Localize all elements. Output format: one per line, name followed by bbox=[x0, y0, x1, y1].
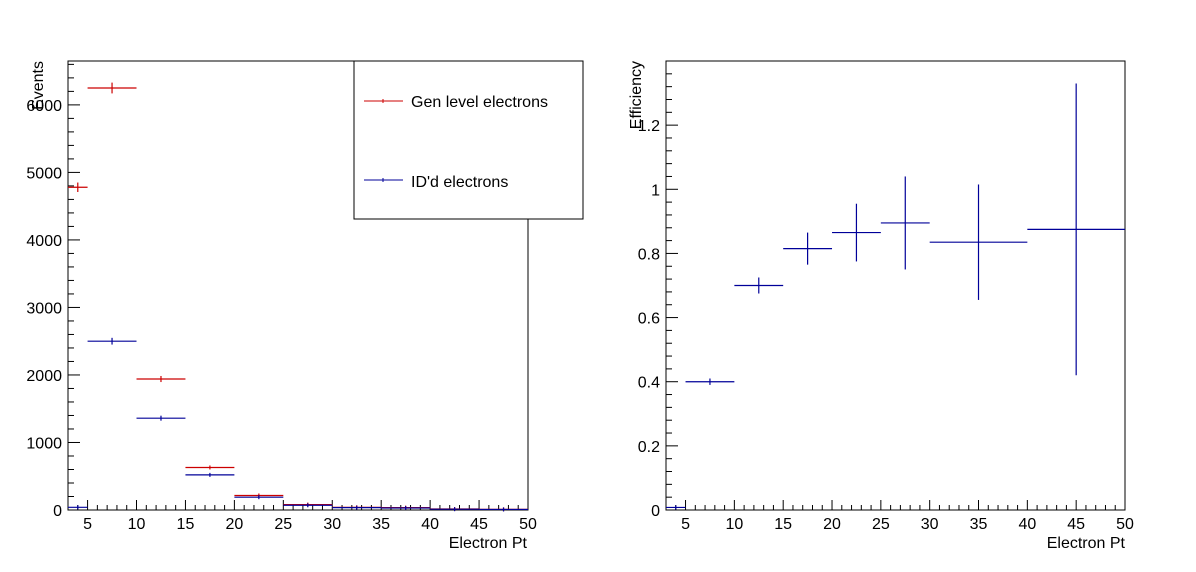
events-bin-gen-level-electrons bbox=[185, 465, 235, 470]
events-x-tick-label: 50 bbox=[519, 516, 537, 533]
efficiency-y-tick-label: 0.6 bbox=[638, 311, 660, 328]
legend-box bbox=[353, 60, 584, 220]
events-y-tick-label: 6000 bbox=[26, 98, 62, 115]
events-bin-id-d-electrons bbox=[332, 505, 382, 510]
efficiency-axis-ticks: 5 10 15 20 25 30 35 40 45 50 0 0.2 0.4 0.6 0.8 1 1.2 bbox=[638, 60, 1134, 533]
events-bin-gen-level-electrons bbox=[68, 182, 88, 192]
efficiency-x-tick-label: 40 bbox=[1018, 516, 1036, 533]
events-bin-id-d-electrons bbox=[381, 505, 431, 510]
efficiency-plot-frame bbox=[665, 60, 1126, 511]
efficiency-x-tick-label: 50 bbox=[1116, 516, 1134, 533]
legend-idd-label: ID'd electrons bbox=[411, 174, 508, 191]
events-bin-id-d-electrons bbox=[68, 505, 88, 510]
efficiency-x-tick-label: 10 bbox=[725, 516, 743, 533]
efficiency-x-tick-label: 25 bbox=[872, 516, 890, 533]
events-bin-id-d-electrons bbox=[234, 495, 284, 500]
events-chart: 5 10 15 20 25 30 35 40 45 50 0 1000 2000 3000 4000 5000… bbox=[26, 60, 584, 552]
efficiency-x-axis-label: Electron Pt bbox=[1047, 535, 1126, 552]
events-x-tick-label: 5 bbox=[83, 516, 92, 533]
events-x-axis-label: Electron Pt bbox=[449, 535, 528, 552]
events-x-tick-label: 35 bbox=[372, 516, 390, 533]
efficiency-x-tick-label: 20 bbox=[823, 516, 841, 533]
events-bin-gen-level-electrons bbox=[87, 82, 137, 94]
legend: Gen level electrons ID'd electrons bbox=[353, 60, 584, 220]
events-y-tick-label: 2000 bbox=[26, 368, 62, 385]
efficiency-x-tick-label: 15 bbox=[774, 516, 792, 533]
efficiency-bin-series bbox=[685, 378, 735, 385]
events-y-tick-label: 5000 bbox=[26, 165, 62, 182]
efficiency-x-tick-label: 5 bbox=[681, 516, 690, 533]
efficiency-bin-series bbox=[832, 203, 881, 262]
events-x-tick-label: 25 bbox=[274, 516, 292, 533]
events-x-tick-label: 15 bbox=[177, 516, 195, 533]
events-y-tick-label: 3000 bbox=[26, 300, 62, 317]
events-y-tick-label: 1000 bbox=[26, 435, 62, 452]
events-x-tick-label: 40 bbox=[421, 516, 439, 533]
efficiency-bin-series bbox=[1027, 83, 1125, 376]
efficiency-y-tick-label: 1 bbox=[651, 182, 660, 199]
events-x-tick-label: 20 bbox=[225, 516, 243, 533]
efficiency-bin-series bbox=[734, 277, 784, 294]
events-y-tick-label: 0 bbox=[53, 503, 62, 520]
efficiency-y-tick-label: 0.4 bbox=[638, 375, 660, 392]
efficiency-x-tick-label: 30 bbox=[921, 516, 939, 533]
events-x-tick-label: 45 bbox=[470, 516, 488, 533]
efficiency-histogram-bars bbox=[666, 83, 1125, 510]
legend-gen-label: Gen level electrons bbox=[411, 94, 548, 111]
efficiency-x-tick-label: 45 bbox=[1067, 516, 1085, 533]
events-y-tick-label: 4000 bbox=[26, 233, 62, 250]
events-x-tick-label: 10 bbox=[128, 516, 146, 533]
efficiency-y-tick-label: 0.8 bbox=[638, 246, 660, 263]
efficiency-bin-series bbox=[666, 505, 686, 510]
efficiency-bin-series bbox=[783, 232, 833, 265]
events-bin-id-d-electrons bbox=[479, 507, 528, 512]
events-bin-id-d-electrons bbox=[430, 507, 480, 512]
events-bin-id-d-electrons bbox=[136, 415, 186, 421]
efficiency-bin-series bbox=[929, 184, 1028, 300]
events-histogram-bars bbox=[68, 82, 528, 512]
events-plot-frame bbox=[67, 60, 529, 511]
efficiency-y-tick-label: 0 bbox=[651, 503, 660, 520]
events-bin-gen-level-electrons bbox=[136, 375, 186, 383]
events-axis-ticks: 5 10 15 20 25 30 35 40 45 50 0 1000 2000 3000 4000 5000… bbox=[26, 63, 537, 533]
efficiency-chart: 5 10 15 20 25 30 35 40 45 50 0 0.2 0.4 0.6 0.8 1 1.2 Ele… bbox=[628, 60, 1134, 552]
efficiency-x-tick-label: 35 bbox=[970, 516, 988, 533]
events-bin-id-d-electrons bbox=[185, 472, 235, 477]
efficiency-y-axis-label: Efficiency bbox=[628, 61, 645, 129]
efficiency-y-tick-label: 0.2 bbox=[638, 439, 660, 456]
events-x-tick-label: 30 bbox=[323, 516, 341, 533]
efficiency-bin-series bbox=[880, 176, 930, 270]
efficiency-y-tick-label: 1.2 bbox=[638, 118, 660, 135]
events-y-axis-label: Events bbox=[30, 61, 47, 110]
events-bin-id-d-electrons bbox=[283, 503, 333, 508]
events-bin-id-d-electrons bbox=[87, 337, 137, 345]
